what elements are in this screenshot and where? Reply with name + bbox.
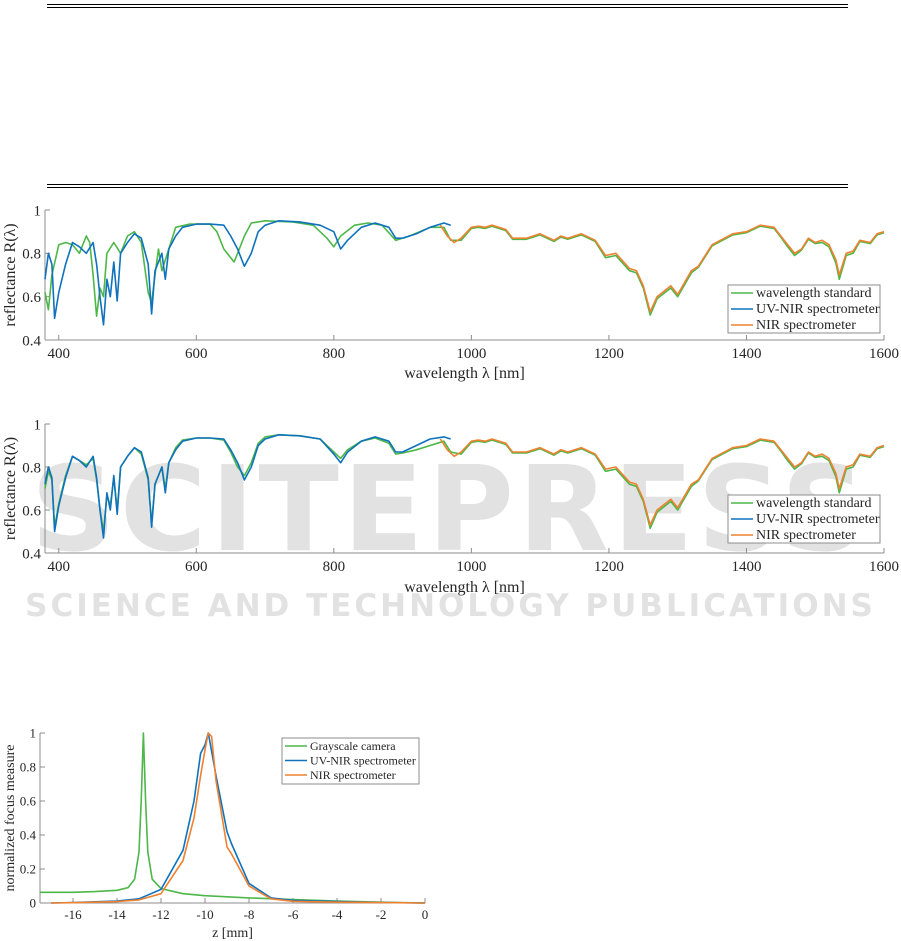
y-tick-label: 1 (34, 417, 42, 433)
legend-entry: UV-NIR spectrometer (310, 754, 416, 768)
series-line-nir-spectrometer (439, 224, 885, 313)
y-axis-label: reflectance R(λ) (2, 437, 19, 540)
table-top-rule-2 (47, 7, 848, 8)
x-tick-label: -8 (244, 907, 255, 922)
y-tick-label: 0.4 (22, 546, 41, 562)
watermark-subtitle: SCIENCE AND TECHNOLOGY PUBLICATIONS (25, 588, 876, 624)
y-axis-label: reflectance R(λ) (2, 223, 19, 326)
x-tick-label: -16 (64, 907, 82, 922)
legend-entry: NIR spectrometer (310, 768, 396, 782)
y-tick-label: 0 (30, 896, 37, 911)
x-tick-label: 400 (48, 559, 71, 575)
x-tick-label: 1400 (731, 346, 761, 362)
y-tick-label: 1 (34, 203, 42, 219)
x-tick-label: 1200 (594, 559, 624, 575)
x-axis-label: wavelength λ [nm] (404, 579, 525, 596)
focus-measure-chart: -16 -14 -12 -10 -8 -6 -4 -2 0 0 0.2 0.4 0.6 0.8 1 z [mm… (3, 726, 429, 941)
table-bottom-rule-1 (47, 184, 848, 185)
reflectance-chart-calibrated: 400 600 800 1000 1200 1400 1600 0.4 0.6 0.8 1 wavel… (2, 417, 899, 596)
table-top-rule-1 (47, 4, 848, 5)
series-line-nir-spectrometer (439, 438, 885, 526)
x-tick-label: 400 (48, 346, 71, 362)
x-axis-label: z [mm] (212, 926, 253, 941)
series-line-uv-nir-spectrometer (44, 434, 451, 539)
x-tick-label: 1400 (731, 559, 761, 575)
x-tick-label: -6 (288, 907, 299, 922)
legend-entry: wavelength standard (756, 496, 871, 511)
x-tick-label: -14 (108, 907, 126, 922)
x-tick-label: 1000 (456, 559, 486, 575)
legend-box (727, 494, 881, 544)
x-tick-label: 1600 (869, 346, 899, 362)
x-tick-label: -4 (332, 907, 343, 922)
x-tick-label: 1600 (869, 559, 899, 575)
legend-entry: Grayscale camera (310, 739, 396, 753)
legend-entry: UV-NIR spectrometer (756, 302, 880, 317)
x-tick-label: 600 (185, 346, 208, 362)
legend-box (727, 284, 881, 334)
y-tick-label: 0.2 (20, 862, 36, 877)
legend-entry: UV-NIR spectrometer (756, 512, 880, 527)
y-tick-label: 0.4 (22, 333, 41, 349)
x-tick-label: 800 (323, 346, 346, 362)
x-tick-label: 1000 (456, 346, 486, 362)
y-tick-label: 0.4 (20, 828, 37, 843)
y-tick-label: 0.8 (22, 460, 41, 476)
watermark-logo: SCITEPRESS (30, 440, 871, 578)
x-tick-label: 1200 (594, 346, 624, 362)
x-tick-label: -12 (152, 907, 169, 922)
y-tick-label: 0.6 (22, 503, 41, 519)
x-tick-label: -10 (196, 907, 213, 922)
x-tick-label: 800 (323, 559, 346, 575)
x-tick-label: 0 (422, 907, 429, 922)
legend-entry: NIR spectrometer (756, 318, 856, 333)
legend-entry: NIR spectrometer (756, 528, 856, 543)
y-tick-label: 1 (30, 726, 37, 741)
x-tick-label: -2 (376, 907, 387, 922)
y-tick-label: 0.6 (22, 290, 41, 306)
y-tick-label: 0.8 (22, 247, 41, 263)
reflectance-chart-uncalibrated: 400 600 800 1000 1200 1400 1600 0.4 0.6 0.8 1 wavel… (2, 203, 899, 382)
x-axis-label: wavelength λ [nm] (404, 365, 525, 382)
series-line-uv-nir-spectrometer (44, 220, 451, 326)
y-axis-label: normalized focus measure (3, 745, 18, 892)
series-line-nir-spectrometer (50, 732, 426, 904)
x-tick-label: 600 (185, 559, 208, 575)
y-tick-label: 0.6 (20, 794, 37, 809)
y-tick-label: 0.8 (20, 760, 36, 775)
legend-entry: wavelength standard (756, 286, 871, 301)
table-bottom-rule-2 (47, 187, 848, 188)
